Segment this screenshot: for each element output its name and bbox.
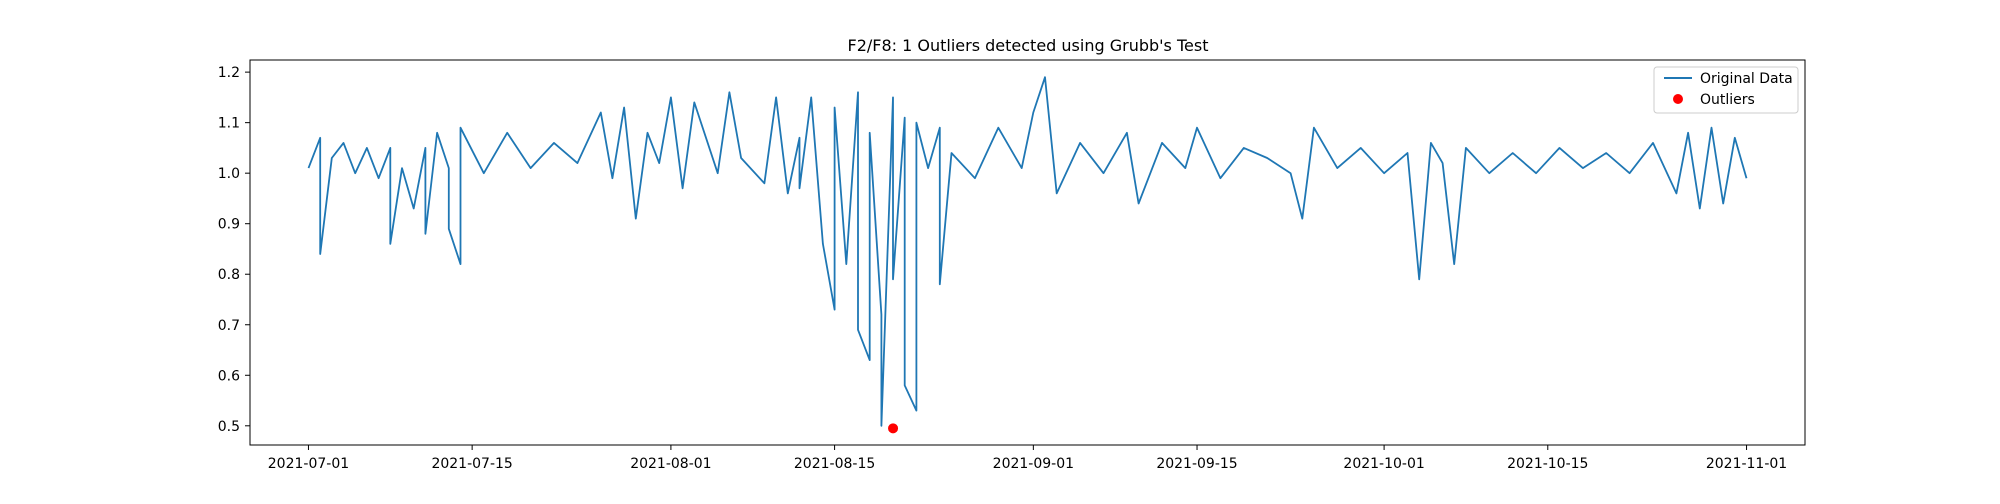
series-layer	[307, 76, 1748, 434]
legend-marker-swatch	[1673, 94, 1683, 104]
plot-frame	[249, 59, 1806, 446]
x-tick-label: 2021-09-01	[993, 456, 1074, 472]
y-tick-label: 0.9	[218, 217, 240, 233]
x-tick-label: 2021-11-01	[1706, 456, 1787, 472]
legend-label-outliers: Outliers	[1700, 92, 1755, 108]
y-tick-label: 0.5	[218, 419, 240, 435]
outlier-point	[888, 423, 899, 434]
x-tick-label: 2021-10-15	[1507, 456, 1588, 472]
series-line-original-data	[307, 76, 1748, 427]
y-tick-label: 1.2	[218, 65, 240, 81]
y-tick-label: 1.0	[218, 166, 240, 182]
x-tick-label: 2021-09-15	[1156, 456, 1237, 472]
x-tick-label: 2021-07-15	[431, 456, 512, 472]
legend-label-original-data: Original Data	[1700, 71, 1793, 87]
x-tick-label: 2021-08-01	[630, 456, 711, 472]
y-tick-label: 0.6	[218, 368, 240, 384]
x-tick-label: 2021-07-01	[268, 456, 349, 472]
y-tick-label: 0.7	[218, 318, 240, 334]
y-tick-label: 1.1	[218, 116, 240, 132]
x-tick-label: 2021-10-01	[1343, 456, 1424, 472]
x-tick-label: 2021-08-15	[794, 456, 875, 472]
legend: Original Data Outliers	[1653, 66, 1799, 114]
x-axis: 2021-07-01 2021-07-15 2021-08-01 2021-08-15…	[268, 445, 1787, 472]
chart-title: F2/F8: 1 Outliers detected using Grubb's…	[848, 36, 1209, 55]
y-tick-label: 0.8	[218, 267, 240, 283]
y-axis: 0.5 0.6 0.7 0.8 0.9 1.0 1.1 1.2	[218, 65, 250, 435]
